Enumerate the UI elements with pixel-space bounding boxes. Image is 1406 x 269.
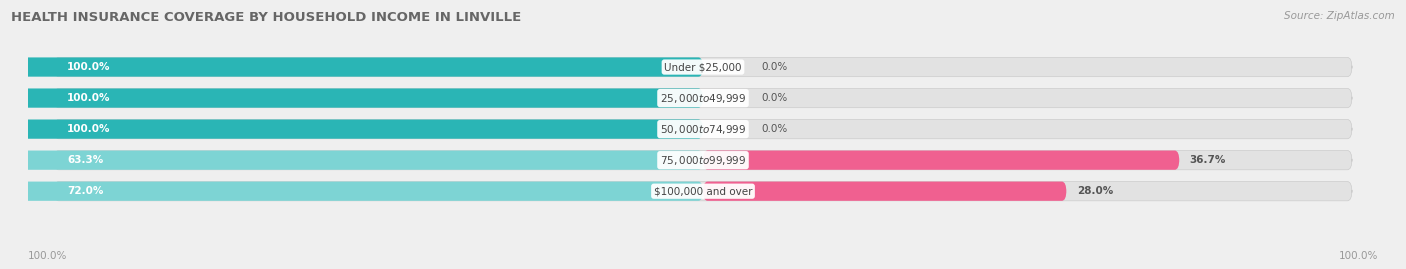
FancyBboxPatch shape	[0, 57, 703, 77]
FancyBboxPatch shape	[0, 182, 703, 201]
Text: 63.3%: 63.3%	[67, 155, 103, 165]
Text: 100.0%: 100.0%	[67, 124, 111, 134]
FancyBboxPatch shape	[0, 119, 703, 139]
Text: 72.0%: 72.0%	[67, 186, 104, 196]
Text: $25,000 to $49,999: $25,000 to $49,999	[659, 91, 747, 105]
FancyBboxPatch shape	[53, 119, 1353, 139]
Text: 100.0%: 100.0%	[1339, 251, 1378, 261]
Text: 36.7%: 36.7%	[1189, 155, 1226, 165]
Text: 100.0%: 100.0%	[67, 62, 111, 72]
Text: Source: ZipAtlas.com: Source: ZipAtlas.com	[1284, 11, 1395, 21]
Text: Under $25,000: Under $25,000	[664, 62, 742, 72]
Text: $50,000 to $74,999: $50,000 to $74,999	[659, 123, 747, 136]
Text: 0.0%: 0.0%	[762, 62, 787, 72]
FancyBboxPatch shape	[0, 151, 703, 170]
FancyBboxPatch shape	[53, 89, 1353, 108]
Text: 0.0%: 0.0%	[762, 93, 787, 103]
Text: $75,000 to $99,999: $75,000 to $99,999	[659, 154, 747, 167]
Text: 0.0%: 0.0%	[762, 124, 787, 134]
FancyBboxPatch shape	[703, 151, 1180, 170]
Text: 100.0%: 100.0%	[67, 93, 111, 103]
FancyBboxPatch shape	[53, 57, 1353, 77]
FancyBboxPatch shape	[53, 151, 1353, 170]
FancyBboxPatch shape	[53, 182, 1353, 201]
Text: HEALTH INSURANCE COVERAGE BY HOUSEHOLD INCOME IN LINVILLE: HEALTH INSURANCE COVERAGE BY HOUSEHOLD I…	[11, 11, 522, 24]
Text: 100.0%: 100.0%	[28, 251, 67, 261]
FancyBboxPatch shape	[0, 89, 703, 108]
FancyBboxPatch shape	[703, 182, 1066, 201]
Text: 28.0%: 28.0%	[1077, 186, 1114, 196]
Text: $100,000 and over: $100,000 and over	[654, 186, 752, 196]
